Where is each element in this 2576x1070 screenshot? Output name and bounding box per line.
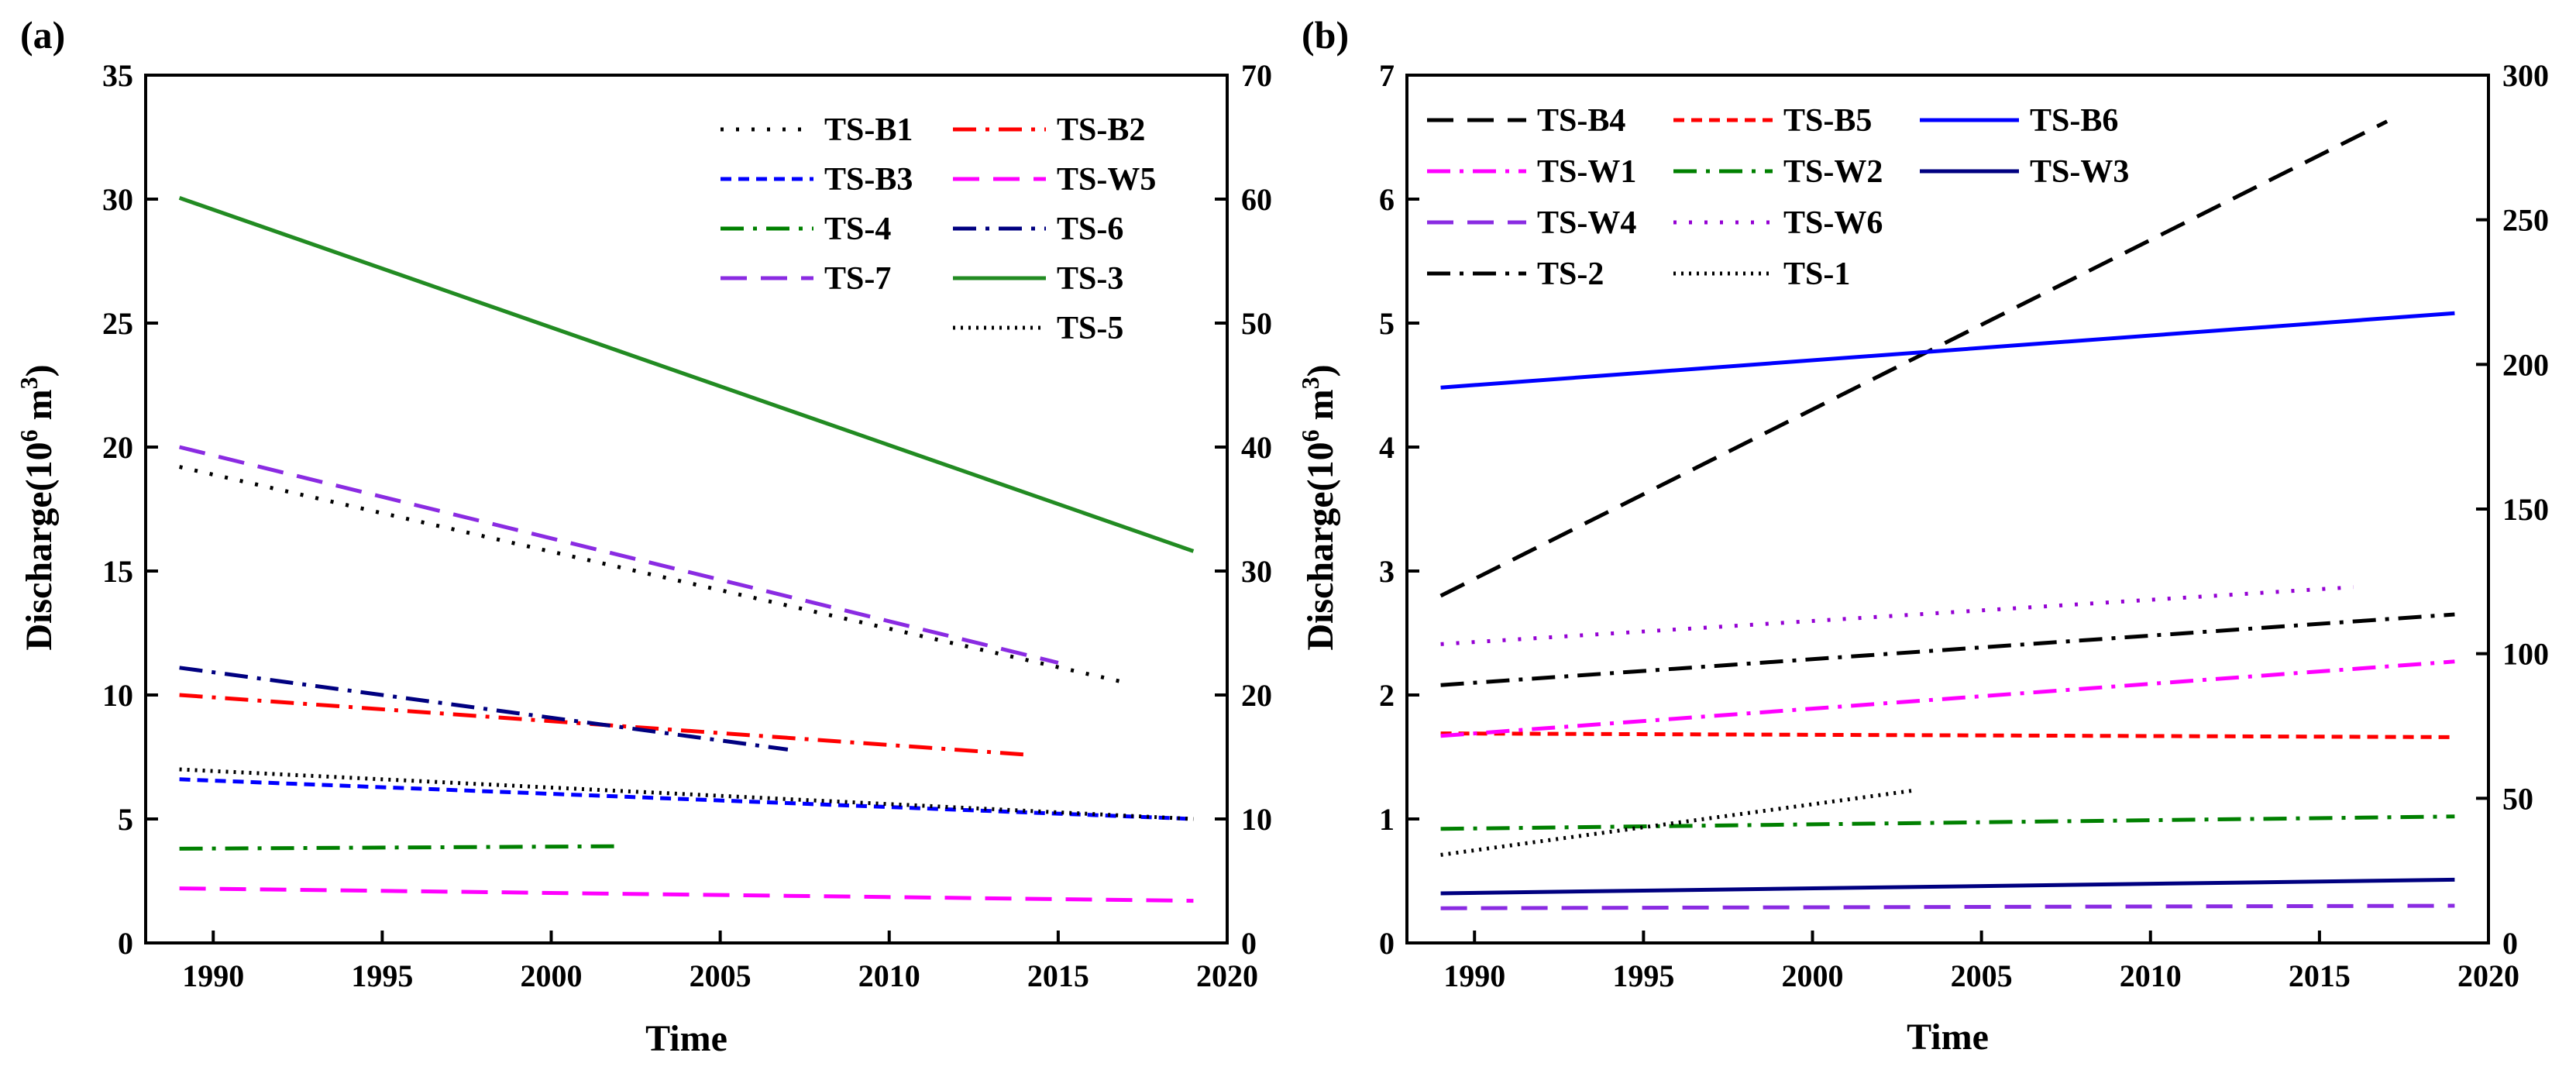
panel-a-plot-frame — [144, 74, 1229, 944]
panel-a-series-ts-3 — [178, 196, 1195, 553]
panel-a-legend-label-ts-b2: TS-B2 — [1057, 112, 1145, 148]
panel-label-a: (a) — [20, 13, 65, 57]
panel-a-legend-label-ts-5: TS-5 — [1057, 311, 1123, 346]
panel-a-y-tick-label: 20 — [102, 430, 133, 465]
panel-b-plot: 1990 1995 2000 2005 2010 2015 2020012345670501… — [1379, 58, 2549, 993]
panel-b-y2-tick-label: 250 — [2502, 203, 2549, 238]
panel-a-y-tick-label: 5 — [118, 802, 133, 837]
panel-a-x-tick-label: 2005 — [690, 958, 751, 993]
panel-a-series-ts-7 — [179, 445, 1059, 665]
panel-a-x-tick-label: 1995 — [351, 958, 413, 993]
panel-b-series-ts-b6 — [1440, 311, 2455, 390]
panel-b-x-axis-title: Time — [1907, 1017, 1989, 1058]
panel-b-legend-label-ts-w4: TS-W4 — [1537, 205, 1636, 241]
panel-a-y-tick-label: 25 — [102, 306, 133, 341]
panel-b-x-tick-label: 1995 — [1612, 958, 1674, 993]
panel-a-legend-label-ts-6: TS-6 — [1057, 212, 1123, 247]
panel-b-y2-tick-label: 200 — [2502, 347, 2549, 382]
panel-b-x-tick-label: 2010 — [2120, 958, 2182, 993]
panel-b-y2-tick-label: 300 — [2502, 58, 2549, 93]
panel-a-y2-tick-label: 70 — [1241, 58, 1272, 93]
panel-a-y-axis-title: Discharge(106 m3) — [15, 364, 60, 650]
panel-a-series-ts-5 — [179, 767, 1194, 821]
panel-a-legend-label-ts-4: TS-4 — [824, 212, 891, 247]
panel-b-series-ts-b5 — [1440, 731, 2455, 739]
panel-b-y-tick-label: 4 — [1379, 430, 1395, 465]
panel-a-plot: 1990 1995 2000 2005 2010 2015 2020051015202530… — [102, 58, 1272, 993]
panel-b-legend-label-ts-w3: TS-W3 — [2030, 154, 2129, 190]
panel-b-series-ts-w3 — [1440, 877, 2455, 896]
panel-a-x-tick-label: 2000 — [521, 958, 583, 993]
panel-b-legend-label-ts-b6: TS-B6 — [2030, 103, 2118, 139]
panel-b-x-tick-label: 1990 — [1443, 958, 1505, 993]
panel-b-legend-label-ts-2: TS-2 — [1537, 256, 1604, 292]
panel-a-legend-label-ts-3: TS-3 — [1057, 261, 1123, 297]
panel-a-y2-tick-label: 50 — [1241, 306, 1272, 341]
panel-b-y-tick-label: 6 — [1379, 182, 1395, 217]
panel-b-y-tick-label: 0 — [1379, 926, 1395, 961]
panel-b-y-tick-label: 2 — [1379, 678, 1395, 713]
panel-b-y-tick-label: 3 — [1379, 554, 1395, 589]
panel-a-legend-label-ts-7: TS-7 — [824, 261, 891, 297]
panel-a-y2-tick-label: 10 — [1241, 802, 1272, 837]
panel-a-legend-label-ts-b3: TS-B3 — [824, 162, 913, 198]
panel-a-series-ts-6 — [179, 666, 789, 752]
panel-b-y-axis-title: Discharge(106 m3) — [1296, 364, 1341, 650]
panel-b-series-ts-w4 — [1440, 903, 2455, 910]
panel-label-b: (b) — [1302, 13, 1349, 57]
panel-b-y2-tick-label: 150 — [2502, 492, 2549, 527]
panel-b-y-tick-label: 5 — [1379, 306, 1395, 341]
panel-b-series-ts-b4 — [1439, 119, 2389, 598]
panel-a-series-ts-w5 — [179, 886, 1194, 903]
panel-b-x-tick-label: 2015 — [2289, 958, 2351, 993]
panel-a-series-ts-4 — [179, 844, 619, 851]
panel-b-series-ts-w6 — [1440, 585, 2354, 646]
panel-a-series-ts-b1 — [179, 465, 1126, 685]
panel-b-x-tick-label: 2020 — [2457, 958, 2519, 993]
panel-b-x-tick-label: 2005 — [1951, 958, 2013, 993]
panel-a-y2-tick-label: 20 — [1241, 678, 1272, 713]
panel-a-x-tick-label: 2015 — [1027, 958, 1089, 993]
panel-b-series-ts-1 — [1440, 788, 1914, 857]
panel-a-x-tick-label: 2010 — [858, 958, 920, 993]
panel-a-legend-label-ts-w5: TS-W5 — [1057, 162, 1156, 198]
panel-a-series-ts-b3 — [179, 777, 1194, 821]
panel-a-y-tick-label: 30 — [102, 182, 133, 217]
panel-b-y-tick-label: 1 — [1379, 802, 1395, 837]
panel-b-series-ts-w2 — [1440, 814, 2455, 831]
panel-a-y-tick-label: 10 — [102, 678, 133, 713]
panel-b-legend-label-ts-1: TS-1 — [1783, 256, 1850, 292]
panel-b-y2-tick-label: 100 — [2502, 637, 2549, 672]
panel-b-y2-tick-label: 50 — [2502, 781, 2533, 816]
panel-b-legend-label-ts-w6: TS-W6 — [1783, 205, 1883, 241]
panel-a-x-tick-label: 1990 — [182, 958, 244, 993]
panel-b-y2-tick-label: 0 — [2502, 926, 2518, 961]
panel-b-series-ts-w1 — [1440, 659, 2455, 738]
panel-a-y-tick-label: 15 — [102, 554, 133, 589]
panel-a-legend-label-ts-b1: TS-B1 — [824, 112, 913, 148]
panel-a-y2-tick-label: 60 — [1241, 182, 1272, 217]
panel-b-legend-label-ts-w2: TS-W2 — [1783, 154, 1883, 190]
panel-a-y-tick-label: 35 — [102, 58, 133, 93]
panel-b-legend-label-ts-w1: TS-W1 — [1537, 154, 1636, 190]
panel-a: (a) 1990 1995 2000 2005 2010 2015 202005101520… — [15, 13, 1272, 1059]
panel-a-y-tick-label: 0 — [118, 926, 133, 961]
panel-b: (b) 1990 1995 2000 2005 2010 2015 202001234567… — [1296, 13, 2549, 1058]
panel-b-legend-label-ts-b5: TS-B5 — [1783, 103, 1872, 139]
panel-a-y2-tick-label: 40 — [1241, 430, 1272, 465]
panel-a-y2-tick-label: 0 — [1241, 926, 1257, 961]
panel-b-x-tick-label: 2000 — [1782, 958, 1844, 993]
panel-a-x-tick-label: 2020 — [1196, 958, 1258, 993]
panel-a-y2-tick-label: 30 — [1241, 554, 1272, 589]
panel-b-y-tick-label: 7 — [1379, 58, 1395, 93]
panel-b-legend-label-ts-b4: TS-B4 — [1537, 103, 1625, 139]
panel-a-x-axis-title: Time — [645, 1018, 727, 1059]
panel-b-series-ts-2 — [1440, 612, 2455, 687]
